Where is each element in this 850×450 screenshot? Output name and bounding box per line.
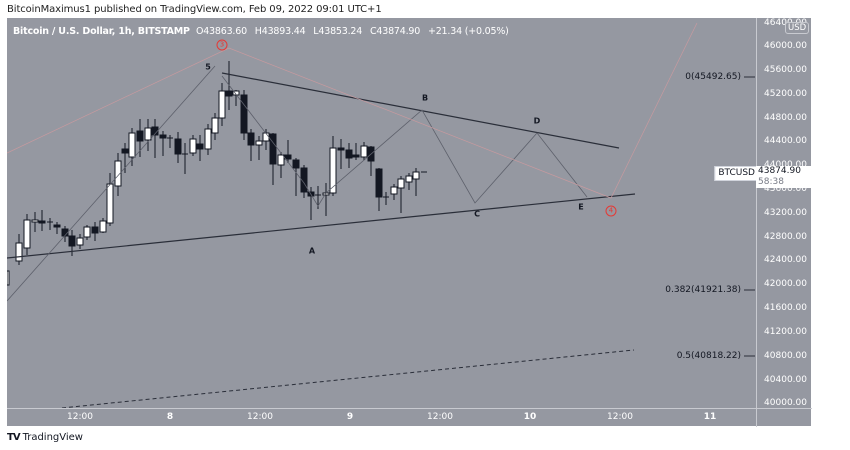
wave-5-label: 5 — [205, 62, 211, 72]
price-tick: 40400.00 — [764, 375, 807, 385]
wave-3-marker: 3 — [216, 39, 228, 51]
price-tick: 40000.00 — [764, 398, 807, 408]
last-price-value: 43874.90 — [758, 166, 801, 176]
ohlc-change: +21.34 (+0.05%) — [427, 26, 509, 37]
price-tick: 42400.00 — [764, 255, 807, 265]
ohlc-open: O43863.60 — [195, 26, 247, 37]
price-axis[interactable]: 46400.00 USD 46000.00 45600.00 45200.00 … — [756, 18, 812, 408]
ohlc-high: H43893.44 — [254, 26, 306, 37]
fib-level-0382: 0.382(41921.38) — [665, 285, 741, 295]
symbol-legend: Bitcoin / U.S. Dollar, 1h, BITSTAMP O438… — [13, 26, 514, 37]
symbol-title: Bitcoin / U.S. Dollar, 1h, BITSTAMP — [13, 26, 190, 37]
time-tick: 8 — [166, 412, 174, 422]
wave-a-label: A — [308, 246, 316, 256]
time-tick: 11 — [703, 412, 717, 422]
price-tick: 42800.00 — [764, 232, 807, 242]
ohlc-low: L43853.24 — [313, 26, 363, 37]
price-tick: 46000.00 — [764, 41, 807, 51]
price-tick: 44800.00 — [764, 113, 807, 123]
footer-branding: TV TradingView — [7, 432, 83, 443]
time-tick: 12:00 — [67, 412, 93, 422]
fib-level-0: 0(45492.65) — [685, 72, 741, 82]
price-tick: 41200.00 — [764, 327, 807, 337]
currency-badge[interactable]: USD — [785, 22, 810, 34]
wave-d-label: D — [533, 116, 541, 126]
chart-plot-area[interactable]: Bitcoin / U.S. Dollar, 1h, BITSTAMP O438… — [7, 18, 755, 408]
price-tick: 45200.00 — [764, 89, 807, 99]
wave-4-marker: 4 — [605, 205, 617, 217]
bar-countdown: 58:38 — [758, 177, 784, 187]
publisher-caption: BitcoinMaximus1 published on TradingView… — [7, 4, 382, 15]
last-price-box: 43874.90 58:38 — [756, 166, 811, 188]
time-tick: 9 — [346, 412, 354, 422]
chart-drawings — [7, 22, 755, 408]
ohlc-close: C43874.90 — [369, 26, 421, 37]
price-tick: 41600.00 — [764, 303, 807, 313]
wave-c-label: C — [474, 209, 480, 219]
time-tick: 10 — [523, 412, 537, 422]
fib-level-05: 0.5(40818.22) — [676, 351, 741, 361]
tradingview-brand: TradingView — [22, 432, 83, 443]
time-tick: 12:00 — [607, 412, 633, 422]
price-tick: 42000.00 — [764, 279, 807, 289]
tradingview-logo-icon: TV — [7, 432, 21, 443]
price-tick: 40800.00 — [764, 351, 807, 361]
price-tick: 44000.00 — [764, 160, 807, 170]
axis-corner — [756, 408, 812, 427]
time-axis[interactable]: 12:00 8 12:00 9 12:00 10 12:00 11 — [7, 408, 756, 427]
last-price-symbol-tag: BTCUSD — [714, 166, 759, 181]
price-tick: 43200.00 — [764, 208, 807, 218]
wave-b-label: B — [421, 93, 429, 103]
chart-frame: Bitcoin / U.S. Dollar, 1h, BITSTAMP O438… — [7, 18, 812, 427]
time-tick: 12:00 — [247, 412, 273, 422]
wave-e-label: E — [578, 202, 584, 212]
price-tick: 45600.00 — [764, 65, 807, 75]
price-tick: 43600.00 — [764, 184, 807, 194]
price-tick: 44400.00 — [764, 136, 807, 146]
time-tick: 12:00 — [427, 412, 453, 422]
